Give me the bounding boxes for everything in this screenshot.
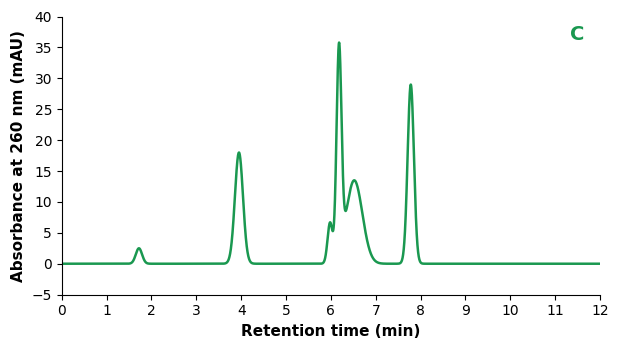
Y-axis label: Absorbance at 260 nm (mAU): Absorbance at 260 nm (mAU): [11, 30, 26, 281]
X-axis label: Retention time (min): Retention time (min): [241, 324, 420, 339]
Text: C: C: [570, 25, 584, 44]
